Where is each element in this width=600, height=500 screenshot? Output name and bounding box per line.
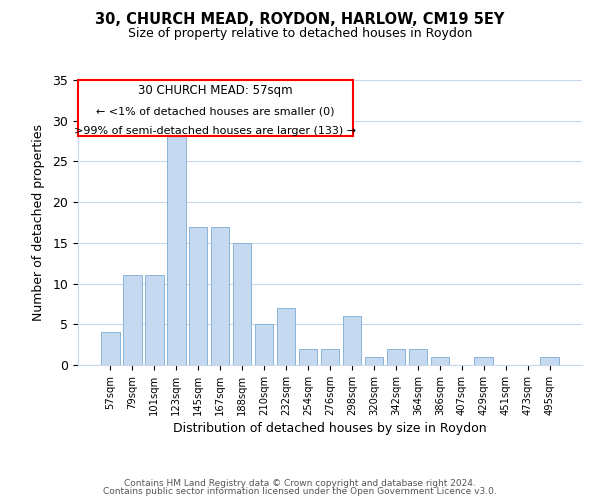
Bar (475, 357, 493, 365)
Bar (343, 316, 361, 365)
Text: Size of property relative to detached houses in Roydon: Size of property relative to detached ho… (128, 28, 472, 40)
Bar (320, 348, 340, 365)
Bar (365, 357, 383, 365)
Bar (101, 332, 119, 365)
Bar (233, 243, 251, 365)
Bar (277, 308, 295, 365)
Text: 30 CHURCH MEAD: 57sqm: 30 CHURCH MEAD: 57sqm (138, 84, 293, 97)
Bar (145, 276, 164, 365)
Text: 30, CHURCH MEAD, ROYDON, HARLOW, CM19 5EY: 30, CHURCH MEAD, ROYDON, HARLOW, CM19 5E… (95, 12, 505, 28)
Y-axis label: Number of detached properties: Number of detached properties (32, 124, 46, 321)
Text: Contains HM Land Registry data © Crown copyright and database right 2024.: Contains HM Land Registry data © Crown c… (124, 478, 476, 488)
Bar (123, 276, 142, 365)
X-axis label: Distribution of detached houses by size in Roydon: Distribution of detached houses by size … (173, 422, 487, 435)
Bar (299, 348, 317, 365)
Bar (167, 129, 185, 365)
Bar (541, 357, 559, 365)
Bar (211, 226, 229, 365)
Bar (409, 348, 427, 365)
Text: ← <1% of detached houses are smaller (0): ← <1% of detached houses are smaller (0) (96, 106, 335, 117)
Bar (386, 348, 405, 365)
Text: Contains public sector information licensed under the Open Government Licence v3: Contains public sector information licen… (103, 487, 497, 496)
Bar (189, 226, 208, 365)
Bar (431, 357, 449, 365)
Text: >99% of semi-detached houses are larger (133) →: >99% of semi-detached houses are larger … (74, 126, 356, 136)
Bar (255, 324, 274, 365)
